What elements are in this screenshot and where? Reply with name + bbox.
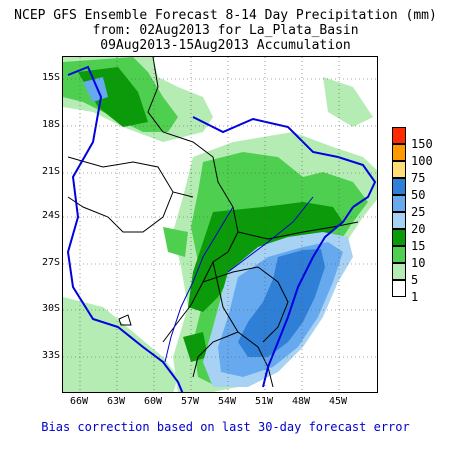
lon-label-66w: 66W — [69, 396, 89, 407]
legend-label-1: 1 — [411, 290, 419, 304]
bias-correction-note: Bias correction based on last 30-day for… — [41, 420, 410, 434]
legend-swatch-25 — [392, 195, 406, 212]
legend-swatch-75 — [392, 161, 406, 178]
legend-label-20: 20 — [411, 222, 426, 236]
legend-label-50: 50 — [411, 188, 426, 202]
lon-label-63w: 63W — [106, 396, 126, 407]
precipitation-map — [62, 56, 378, 393]
rivers — [164, 196, 314, 363]
lat-label-18s: 18S — [41, 119, 60, 130]
legend-label-10: 10 — [411, 256, 426, 270]
map-canvas — [63, 57, 377, 392]
basin-outline — [66, 65, 377, 392]
country-borders — [67, 57, 359, 388]
lat-label-15s: 15S — [41, 72, 60, 83]
legend-swatch-1 — [392, 280, 406, 297]
map-subtitle-accumulation: 09Aug2013-15Aug2013 Accumulation — [100, 38, 351, 53]
map-title: NCEP GFS Ensemble Forecast 8-14 Day Prec… — [14, 8, 437, 23]
lon-label-57w: 57W — [180, 396, 200, 407]
lat-label-24s: 24S — [41, 210, 60, 221]
lat-label-33s: 33S — [41, 350, 60, 361]
lat-lon-grid — [63, 57, 377, 392]
legend-swatch-10 — [392, 246, 406, 263]
lat-label-21s: 21S — [41, 166, 60, 177]
legend-swatch-20 — [392, 212, 406, 229]
legend-swatch-50 — [392, 178, 406, 195]
legend-swatch-5 — [392, 263, 406, 280]
legend-label-150: 150 — [411, 137, 433, 151]
lon-label-51w: 51W — [254, 396, 274, 407]
lon-label-60w: 60W — [143, 396, 163, 407]
legend-label-5: 5 — [411, 273, 419, 287]
legend-swatch-100 — [392, 144, 406, 161]
legend-label-100: 100 — [411, 154, 433, 168]
legend-label-75: 75 — [411, 171, 426, 185]
legend-swatch-150 — [392, 127, 406, 144]
legend-label-15: 15 — [411, 239, 426, 253]
lat-label-27s: 27S — [41, 257, 60, 268]
lon-label-54w: 54W — [217, 396, 237, 407]
legend-label-25: 25 — [411, 205, 426, 219]
map-subtitle-dates: from: 02Aug2013 for La_Plata_Basin — [92, 23, 359, 38]
legend-swatch-15 — [392, 229, 406, 246]
lat-label-30s: 30S — [41, 303, 60, 314]
lon-label-45w: 45W — [328, 396, 348, 407]
lon-label-48w: 48W — [291, 396, 311, 407]
